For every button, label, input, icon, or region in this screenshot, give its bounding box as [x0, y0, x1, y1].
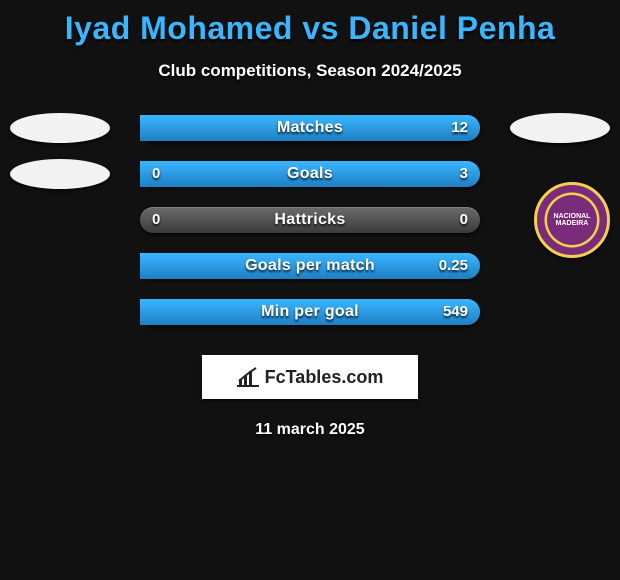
right-player-badge — [510, 113, 610, 143]
page-title: Iyad Mohamed vs Daniel Penha — [65, 10, 556, 47]
club-crest-label: NACIONALMADEIRA — [547, 195, 597, 245]
stat-value-right: 549 — [443, 299, 468, 325]
club-crest-icon: NACIONALMADEIRA — [534, 182, 610, 258]
stat-value-right: 0.25 — [439, 253, 468, 279]
brand-box[interactable]: FcTables.com — [202, 355, 418, 399]
comparison-widget: Iyad Mohamed vs Daniel Penha Club compet… — [0, 0, 620, 580]
stat-value-left: 0 — [152, 207, 160, 233]
stat-label: Goals — [287, 165, 333, 183]
left-player-badge — [10, 159, 110, 189]
stats-list: Matches 12 0 Goals 3 0 Hattricks 0 NACIONALMADEI… — [0, 115, 620, 325]
stat-value-right: 0 — [460, 207, 468, 233]
placeholder-icon — [10, 159, 110, 189]
date-label: 11 march 2025 — [255, 421, 364, 439]
stat-row: Matches 12 — [140, 115, 480, 141]
placeholder-icon — [10, 113, 110, 143]
chart-icon — [237, 367, 259, 387]
stat-label: Goals per match — [245, 257, 375, 275]
subtitle: Club competitions, Season 2024/2025 — [158, 61, 461, 81]
stat-value-right: 12 — [451, 115, 468, 141]
brand-text: FcTables.com — [265, 367, 384, 388]
stat-value-left: 0 — [152, 161, 160, 187]
right-player-badge: NACIONALMADEIRA — [534, 182, 610, 258]
stat-label: Min per goal — [261, 303, 359, 321]
stat-label: Hattricks — [274, 211, 345, 229]
stat-row: 0 Goals 3 — [140, 161, 480, 187]
stat-value-right: 3 — [460, 161, 468, 187]
left-player-badge — [10, 113, 110, 143]
stat-row: Min per goal 549 — [140, 299, 480, 325]
stat-row: Goals per match 0.25 — [140, 253, 480, 279]
stat-label: Matches — [277, 119, 343, 137]
placeholder-icon — [510, 113, 610, 143]
stat-row: 0Hattricks0NACIONALMADEIRA — [140, 207, 480, 233]
